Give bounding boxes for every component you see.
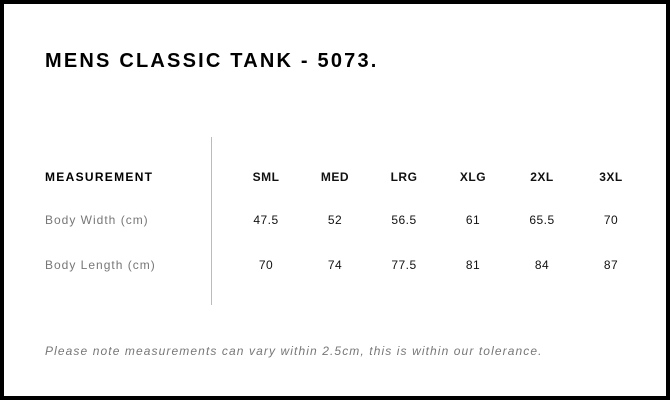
size-header-xlg: XLG [459,170,487,184]
tolerance-note: Please note measurements can vary within… [45,344,543,358]
size-header-med: MED [320,170,350,184]
size-header-3xl: 3XL [599,170,623,184]
table-cell: 56.5 [391,213,417,227]
table-cell: 52 [327,213,343,227]
table-cell: 70 [258,258,274,272]
table-cell: 61 [465,213,481,227]
table-cell: 84 [534,258,550,272]
table-cell: 65.5 [529,213,555,227]
table-cell: 77.5 [391,258,417,272]
row-label: Body Length (cm) [45,258,156,272]
measurement-header: MEASUREMENT [45,170,154,184]
column-divider [211,137,212,305]
size-header-lrg: LRG [390,170,418,184]
table-cell: 87 [603,258,619,272]
table-cell: 81 [465,258,481,272]
size-header-2xl: 2XL [530,170,554,184]
size-header-sml: SML [252,170,280,184]
row-label: Body Width (cm) [45,213,149,227]
table-cell: 74 [327,258,343,272]
table-cell: 70 [603,213,619,227]
page-title: MENS CLASSIC TANK - 5073. [45,50,379,72]
table-cell: 47.5 [253,213,279,227]
